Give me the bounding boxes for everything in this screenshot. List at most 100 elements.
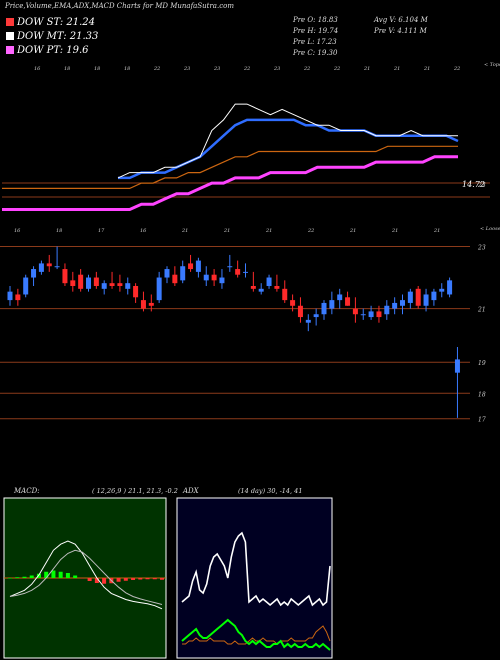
macd-histogram-bar xyxy=(36,573,41,578)
price-axis-tick: 19 xyxy=(478,360,486,367)
macd-histogram-bar xyxy=(94,578,99,583)
macd-histogram-bar xyxy=(8,578,12,579)
price-corner-label: < Loosen xyxy=(480,226,500,232)
ema-date-label: 23 xyxy=(273,66,280,72)
macd-histogram-bar xyxy=(22,576,27,578)
candle-body xyxy=(15,294,21,301)
candle-body xyxy=(423,294,429,306)
candle-body xyxy=(86,277,91,289)
candle-body xyxy=(125,283,131,289)
prev-low: Pre L: 17.23 xyxy=(293,38,337,46)
price-date-label: 16 xyxy=(14,228,21,234)
macd-histogram-bar xyxy=(160,578,164,580)
macd-histogram-bar xyxy=(73,575,78,578)
candle-body xyxy=(407,291,413,303)
ema-series-ema-short xyxy=(118,118,459,180)
ema-last-label: 14.72 xyxy=(462,180,485,189)
prev-volume: Pre V: 4.111 M xyxy=(374,27,427,35)
candle-body xyxy=(368,311,374,318)
avg-volume: Avg V: 6.104 M xyxy=(374,16,428,24)
candle-body xyxy=(211,274,217,281)
macd-histogram-bar xyxy=(131,578,136,580)
macd-histogram-bar xyxy=(80,578,85,579)
candle-body xyxy=(46,263,52,267)
price-axis-tick: 18 xyxy=(478,391,486,398)
candle-body xyxy=(117,283,123,286)
ema-date-label: 21 xyxy=(363,66,370,72)
ema-date-label: 18 xyxy=(64,66,70,72)
candle-body xyxy=(235,269,241,275)
macd-histogram-bar xyxy=(15,577,20,578)
candle-body xyxy=(321,302,327,315)
price-date-label: 16 xyxy=(140,228,147,234)
macd-histogram-bar xyxy=(87,578,92,581)
candle-body xyxy=(274,286,280,289)
dow-mt-legend: DOW MT: 21.33 xyxy=(6,31,98,42)
candle-body xyxy=(164,269,170,278)
prev-high: Pre H: 19.74 xyxy=(293,27,339,35)
adx-plus-di-line xyxy=(181,618,331,651)
ema-date-label: 23 xyxy=(213,66,220,72)
candle-body xyxy=(337,294,343,301)
dow-st-label: DOW ST: 21.24 xyxy=(17,17,96,28)
candle-body xyxy=(203,274,209,281)
ema-series-ema-trend xyxy=(118,155,458,211)
candle-body xyxy=(219,277,225,284)
candle-body xyxy=(54,266,60,268)
candle-body xyxy=(101,283,107,289)
macd-histogram-bar xyxy=(138,578,143,580)
prev-close: Pre C: 19.30 xyxy=(293,49,338,57)
adx-line xyxy=(181,531,331,607)
price-date-label: 17 xyxy=(98,228,105,234)
candle-body xyxy=(70,280,76,286)
ema-date-label: 22 xyxy=(243,66,250,72)
price-date-label: 18 xyxy=(56,228,62,234)
dow-mt-label: DOW MT: 21.33 xyxy=(17,31,99,42)
candle-body xyxy=(376,311,382,318)
candle-body xyxy=(352,308,358,315)
candle-body xyxy=(266,277,272,286)
candle-body xyxy=(305,319,311,323)
macd-title: MACD: xyxy=(13,487,40,495)
candle-body xyxy=(345,297,351,306)
candle-body xyxy=(250,286,256,289)
ema-date-label: 21 xyxy=(423,66,430,72)
dow-pt-swatch xyxy=(6,46,14,54)
ema-date-label: 23 xyxy=(183,66,190,72)
dow-pt-legend: DOW PT: 19.6 xyxy=(6,45,89,56)
macd-histogram-bar xyxy=(29,575,34,578)
dow-pt-label: DOW PT: 19.6 xyxy=(17,45,89,56)
candle-body xyxy=(133,286,139,298)
dow-st-legend: DOW ST: 21.24 xyxy=(6,17,95,28)
price-date-label: 22 xyxy=(307,228,314,234)
macd-histogram-bar xyxy=(65,573,70,578)
ema-axis-label: 23 xyxy=(477,182,486,189)
candle-body xyxy=(7,291,13,301)
ema-series-ema-long xyxy=(118,145,458,189)
macd-histogram-bar xyxy=(44,571,49,578)
ema-date-label: 18 xyxy=(94,66,100,72)
candle-body xyxy=(431,291,437,301)
candle-body xyxy=(297,305,303,318)
ema-date-label: 22 xyxy=(153,66,160,72)
price-axis-tick: 17 xyxy=(478,417,486,424)
macd-histogram-bar xyxy=(123,578,128,581)
adx-params: (14 day) 30, -14, 41 xyxy=(238,487,302,495)
candle-body xyxy=(180,266,186,281)
candle-body xyxy=(227,266,233,268)
macd-histogram-bar xyxy=(145,578,150,580)
ema-date-label: 16 xyxy=(34,66,41,72)
ema-date-label: 18 xyxy=(124,66,130,72)
ema-date-label: 22 xyxy=(303,66,310,72)
price-date-label: 21 xyxy=(391,228,398,234)
macd-line xyxy=(9,540,163,610)
ema-date-label: 22 xyxy=(333,66,340,72)
candle-body xyxy=(400,300,405,306)
candle-body xyxy=(195,260,201,272)
macd-histogram-bar xyxy=(58,571,63,578)
adx-minus-di-line xyxy=(182,625,331,645)
candle-body xyxy=(93,277,99,286)
candle-body xyxy=(23,277,29,295)
candle-body xyxy=(188,263,194,270)
price-date-label: 21 xyxy=(223,228,230,234)
